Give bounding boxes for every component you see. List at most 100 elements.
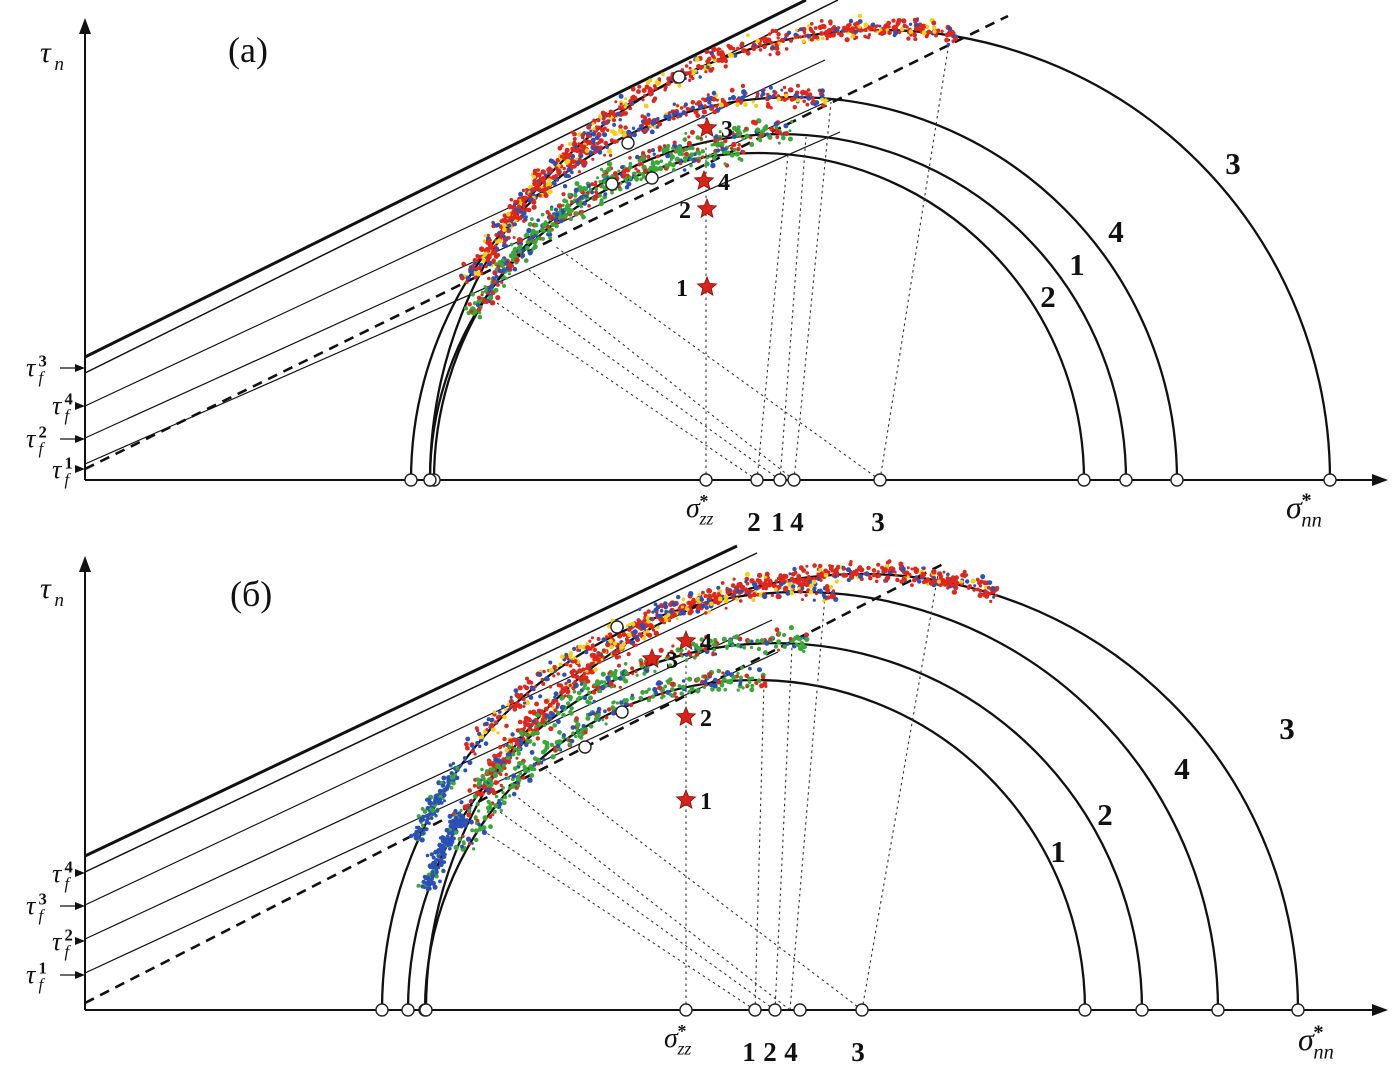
data-point <box>513 688 519 693</box>
data-point <box>812 598 816 602</box>
data-point <box>564 662 569 667</box>
envelope-line <box>84 544 738 858</box>
data-point <box>731 643 735 648</box>
data-point <box>567 694 574 700</box>
data-point <box>682 155 688 161</box>
data-point <box>515 756 519 760</box>
data-point <box>566 678 572 684</box>
data-point <box>752 47 756 52</box>
data-point <box>754 103 759 108</box>
data-point <box>484 721 489 727</box>
y-axis-arrow-icon <box>79 556 91 572</box>
data-point <box>666 81 671 86</box>
data-point <box>656 117 660 121</box>
data-point <box>624 97 628 101</box>
data-point <box>658 647 664 653</box>
mohr-circle-2 <box>428 151 1086 481</box>
data-point <box>653 630 659 636</box>
data-point <box>732 577 736 581</box>
data-point <box>512 236 516 239</box>
data-point <box>589 662 593 666</box>
data-point <box>500 280 504 284</box>
data-point <box>596 637 601 641</box>
data-point <box>525 676 529 681</box>
data-point <box>656 625 660 630</box>
data-point <box>752 120 759 126</box>
data-point <box>463 306 469 311</box>
data-point <box>555 158 560 162</box>
data-point <box>646 609 651 614</box>
data-point <box>672 109 676 113</box>
data-point <box>528 710 533 715</box>
data-point <box>730 583 736 588</box>
data-point <box>529 680 534 685</box>
data-point <box>663 114 668 119</box>
data-point <box>586 134 590 138</box>
arc-marker <box>645 171 659 185</box>
data-point <box>973 584 977 588</box>
data-point <box>527 222 533 227</box>
data-point <box>464 280 469 284</box>
data-point <box>741 150 746 155</box>
data-point <box>652 152 656 156</box>
data-point <box>547 183 552 187</box>
axis-marker-circle-2-left <box>401 1003 415 1017</box>
data-point <box>521 775 526 780</box>
tau-f-1-label-sup: 1 <box>64 454 72 473</box>
data-point <box>569 208 573 213</box>
data-point <box>593 667 598 673</box>
data-point <box>513 199 518 204</box>
data-point <box>799 27 803 32</box>
data-point <box>873 28 877 32</box>
data-point <box>732 147 737 152</box>
data-point <box>502 744 506 748</box>
data-point <box>671 644 675 648</box>
data-point <box>669 158 673 161</box>
data-point <box>726 43 731 48</box>
data-point <box>699 642 704 647</box>
data-point <box>559 704 566 711</box>
data-point <box>522 219 526 223</box>
data-point <box>744 133 750 139</box>
data-point <box>901 18 907 24</box>
data-point <box>913 37 918 42</box>
data-point <box>589 129 593 133</box>
envelope-line <box>84 585 764 906</box>
data-point <box>675 617 679 621</box>
dotted-construction-line <box>511 286 781 481</box>
data-point <box>548 158 554 164</box>
data-point <box>576 690 582 696</box>
data-point <box>427 812 432 817</box>
data-point <box>711 593 717 598</box>
data-point <box>588 724 594 729</box>
data-point <box>606 148 613 154</box>
data-point <box>923 578 929 584</box>
data-point <box>524 732 528 736</box>
data-point <box>519 741 524 746</box>
data-point <box>676 104 680 108</box>
data-point <box>723 138 728 144</box>
dotted-construction-line <box>499 811 776 1011</box>
data-point <box>808 579 813 584</box>
data-point <box>531 187 537 193</box>
data-point <box>710 162 716 169</box>
data-point <box>578 151 583 156</box>
data-point <box>428 865 433 870</box>
data-point <box>612 122 617 127</box>
data-point <box>995 585 1000 591</box>
data-point <box>547 227 553 233</box>
data-point <box>926 29 931 34</box>
data-point <box>454 775 460 781</box>
data-point <box>438 794 443 799</box>
data-point <box>707 638 714 644</box>
data-point <box>678 161 683 166</box>
data-point <box>494 794 499 799</box>
data-point <box>651 610 655 614</box>
tau-f-4-label-sub: f <box>64 406 71 425</box>
data-point <box>497 260 502 265</box>
y-axis-arrow-icon <box>79 18 91 34</box>
y-axis-label: τ <box>40 36 52 69</box>
circle-label-4: 4 <box>1108 214 1124 249</box>
data-point <box>932 29 937 34</box>
data-point <box>458 763 463 768</box>
